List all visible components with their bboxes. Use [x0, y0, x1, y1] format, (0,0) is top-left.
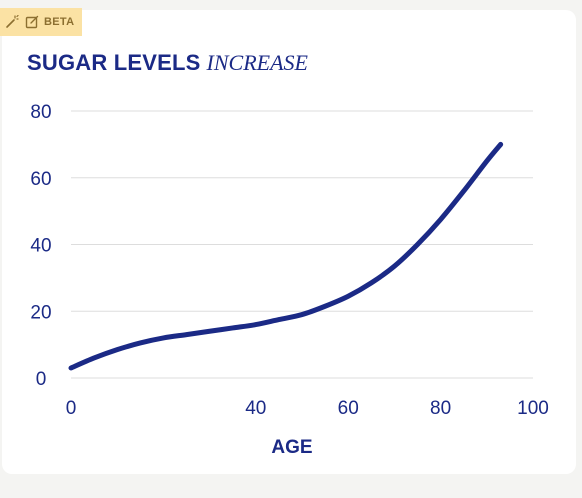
magic-wand-icon[interactable]: [4, 15, 19, 30]
beta-badge[interactable]: BETA: [0, 8, 82, 36]
external-link-icon[interactable]: [24, 15, 39, 30]
chart-title-emphasis: INCREASE: [206, 50, 308, 75]
x-tick-label-100: 100: [517, 398, 549, 419]
beta-label: BETA: [44, 16, 75, 28]
y-tick-label-20: 20: [30, 302, 51, 323]
x-tick-label-0: 0: [66, 398, 77, 419]
y-tick-label-80: 80: [30, 102, 51, 123]
series-line-0: [68, 141, 504, 371]
x-tick-label-80: 80: [430, 398, 451, 419]
y-tick-label-60: 60: [30, 169, 51, 190]
x-tick-label-40: 40: [245, 398, 266, 419]
x-tick-label-60: 60: [338, 398, 359, 419]
x-axis-label: AGE: [271, 437, 312, 458]
y-tick-label-0: 0: [36, 369, 47, 390]
chart-title-main: SUGAR LEVELS: [27, 50, 201, 75]
chart-card: [2, 10, 576, 474]
y-tick-label-40: 40: [30, 236, 51, 257]
chart-title: SUGAR LEVELS INCREASE: [27, 50, 308, 76]
